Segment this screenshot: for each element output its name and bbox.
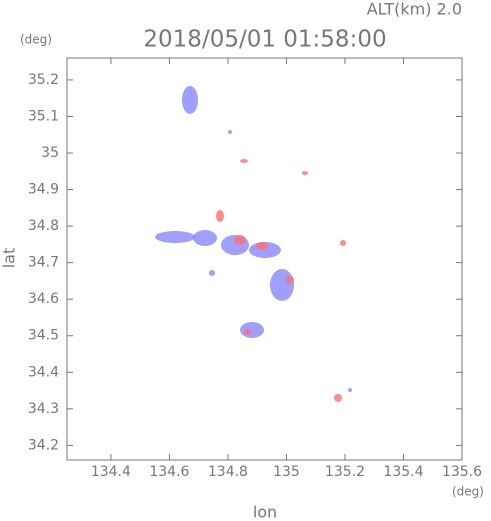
y-label: lat — [0, 248, 19, 269]
x-tick-label: 135.2 — [325, 464, 365, 480]
y-tick-label: 35.2 — [28, 72, 59, 88]
x-tick-label: 134.8 — [208, 464, 248, 480]
echo-patches — [155, 86, 352, 402]
y-tick-label: 34.9 — [28, 182, 59, 198]
x-unit: (deg) — [452, 485, 484, 499]
y-unit: (deg) — [20, 33, 52, 47]
y-tick-label: 34.8 — [28, 218, 59, 234]
y-tick-label: 35.1 — [28, 108, 59, 124]
y-tick-label: 34.7 — [28, 255, 59, 271]
x-tick-label: 134.6 — [149, 464, 189, 480]
y-tick-label: 34.5 — [28, 328, 59, 344]
x-tick-label: 134.4 — [91, 464, 131, 480]
x-label: lon — [253, 503, 277, 521]
y-tick-label: 34.6 — [28, 291, 59, 307]
x-tick-label: 135.4 — [383, 464, 423, 480]
y-tick-label: 34.4 — [28, 364, 59, 380]
plot-frame — [66, 57, 463, 461]
subtitle: ALT(km) 2.0 — [367, 0, 462, 19]
y-tick-label: 34.3 — [28, 401, 59, 417]
y-tick-label: 34.2 — [28, 437, 59, 453]
y-tick-label: 35 — [41, 145, 59, 161]
x-tick-label: 135 — [273, 464, 300, 480]
x-tick-label: 135.6 — [442, 464, 482, 480]
chart-title: 2018/05/01 01:58:00 — [143, 27, 386, 53]
